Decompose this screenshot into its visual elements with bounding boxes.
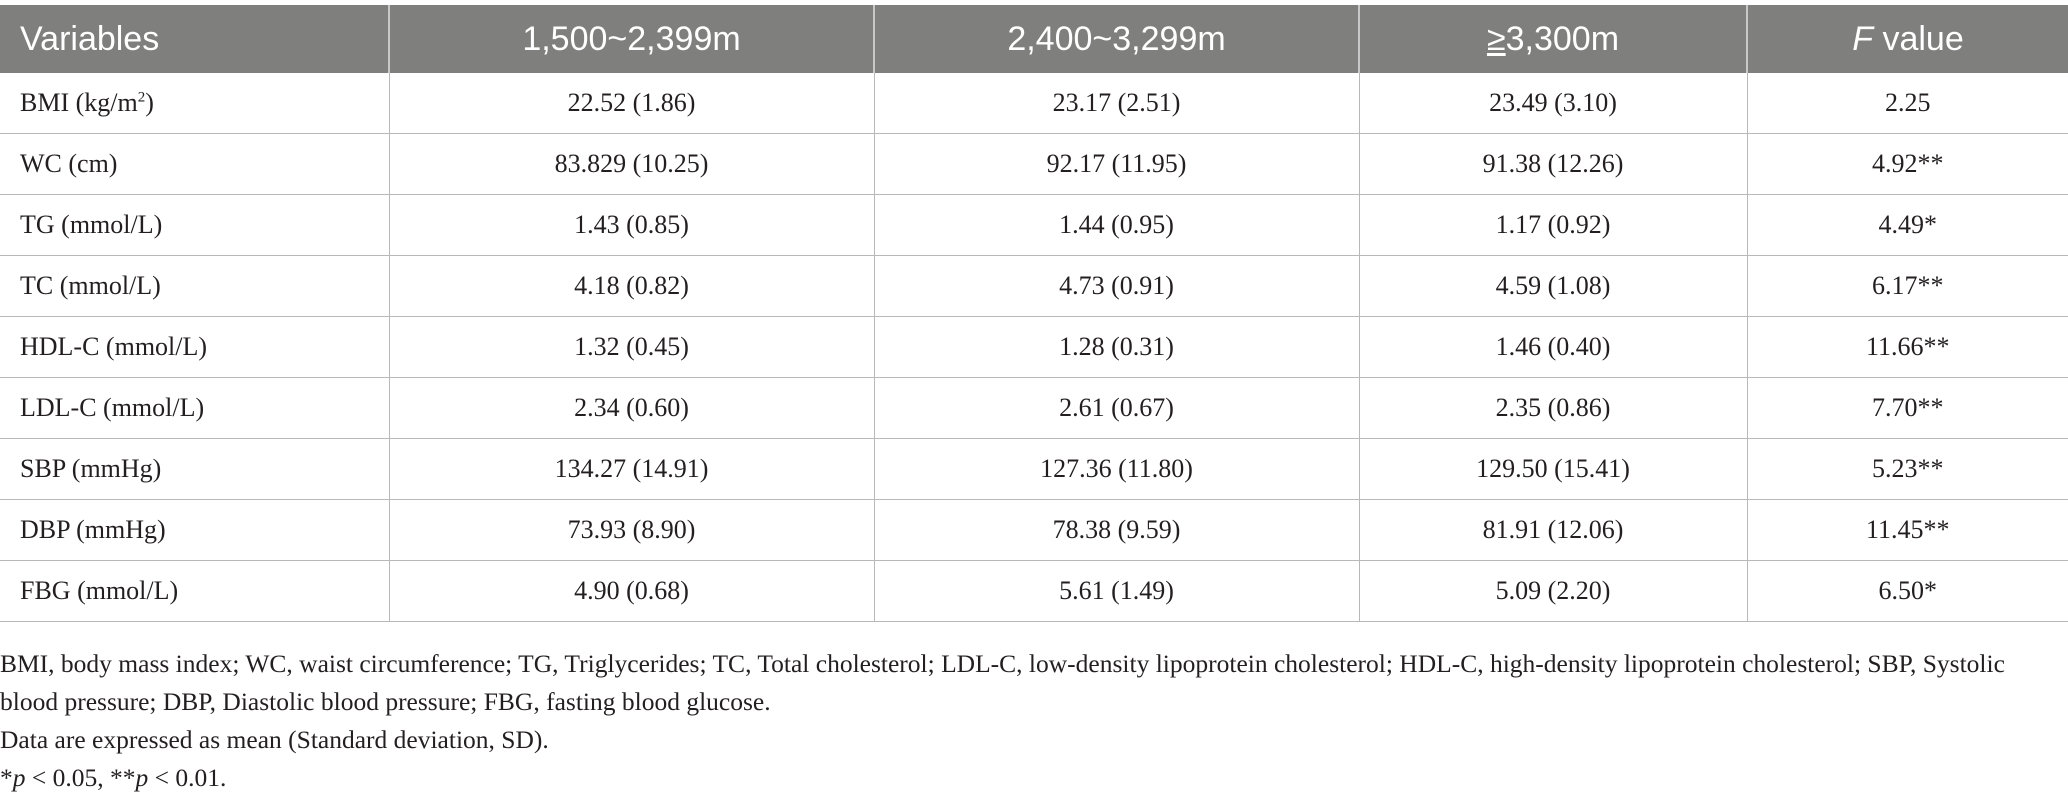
cell-altitude-1500-2399: 1.32 (0.45)	[389, 316, 875, 378]
altitude-comparison-table: Variables 1,500~2,399m 2,400~3,299m ≥3,3…	[0, 5, 2068, 622]
variable-label: DBP (mmHg)	[20, 515, 166, 544]
cell-altitude-1500-2399: 83.829 (10.25)	[389, 133, 875, 195]
cell-altitude-1500-2399: 73.93 (8.90)	[389, 499, 875, 561]
cell-altitude-1500-2399: 4.90 (0.68)	[389, 560, 875, 622]
cell-variable: HDL-C (mmol/L)	[0, 316, 390, 378]
table-row: WC (cm) 83.829 (10.25) 92.17 (11.95) 91.38 …	[0, 133, 2068, 195]
cell-altitude-1500-2399: 1.43 (0.85)	[389, 194, 875, 256]
variable-label: TC (mmol/L)	[20, 271, 161, 300]
cell-altitude-2400-3299: 78.38 (9.59)	[874, 499, 1360, 561]
header-altitude-2400-3299: 2,400~3,299m	[874, 5, 1360, 73]
sig-p-italic-2: p	[135, 763, 149, 792]
sig-star: *	[0, 763, 13, 792]
cell-f-value: 6.50*	[1747, 560, 2068, 622]
cell-altitude-1500-2399: 2.34 (0.60)	[389, 377, 875, 439]
header-f-value: F value	[1747, 5, 2068, 73]
cell-f-value: 7.70**	[1747, 377, 2068, 439]
cell-altitude-3300-plus: 5.09 (2.20)	[1359, 560, 1748, 622]
geq-symbol: ≥	[1486, 19, 1506, 58]
variable-superscript: 2	[137, 89, 146, 106]
variable-label: HDL-C (mmol/L)	[20, 332, 208, 361]
table-row: FBG (mmol/L) 4.90 (0.68) 5.61 (1.49) 5.09 (…	[0, 560, 2068, 622]
cell-altitude-3300-plus: 23.49 (3.10)	[1359, 73, 1748, 134]
cell-altitude-2400-3299: 1.28 (0.31)	[874, 316, 1360, 378]
cell-altitude-3300-plus: 81.91 (12.06)	[1359, 499, 1748, 561]
footnote-data-expression: Data are expressed as mean (Standard dev…	[0, 725, 549, 754]
cell-f-value: 4.49*	[1747, 194, 2068, 256]
cell-altitude-3300-plus: 1.17 (0.92)	[1359, 194, 1748, 256]
cell-altitude-3300-plus: 1.46 (0.40)	[1359, 316, 1748, 378]
cell-altitude-1500-2399: 22.52 (1.86)	[389, 73, 875, 134]
variable-label: BMI (kg/m	[20, 88, 138, 117]
cell-altitude-2400-3299: 4.73 (0.91)	[874, 255, 1360, 317]
variable-label: TG (mmol/L)	[20, 210, 163, 239]
table-row: DBP (mmHg) 73.93 (8.90) 78.38 (9.59) 81.91 …	[0, 499, 2068, 561]
cell-f-value: 4.92**	[1747, 133, 2068, 195]
header-f-letter: F	[1852, 19, 1874, 58]
header-altitude-3300-text: 3,300m	[1505, 19, 1620, 58]
cell-f-value: 11.45**	[1747, 499, 2068, 561]
cell-altitude-2400-3299: 92.17 (11.95)	[874, 133, 1360, 195]
cell-altitude-1500-2399: 134.27 (14.91)	[389, 438, 875, 500]
header-variables: Variables	[0, 5, 390, 73]
header-altitude-3300-plus: ≥3,300m	[1359, 5, 1748, 73]
cell-f-value: 5.23**	[1747, 438, 2068, 500]
table-row: TG (mmol/L) 1.43 (0.85) 1.44 (0.95) 1.17 (0…	[0, 194, 2068, 256]
table-body: BMI (kg/m2) 22.52 (1.86) 23.17 (2.51) 23.49…	[0, 73, 2068, 622]
cell-altitude-2400-3299: 23.17 (2.51)	[874, 73, 1360, 134]
table-row: BMI (kg/m2) 22.52 (1.86) 23.17 (2.51) 23.49…	[0, 73, 2068, 134]
table-row: SBP (mmHg) 134.27 (14.91) 127.36 (11.80) 12…	[0, 438, 2068, 500]
table-header-row: Variables 1,500~2,399m 2,400~3,299m ≥3,3…	[0, 5, 2068, 73]
table-row: LDL-C (mmol/L) 2.34 (0.60) 2.61 (0.67) 2.35…	[0, 377, 2068, 439]
sig-text-1: < 0.05, **	[25, 763, 136, 792]
cell-altitude-3300-plus: 129.50 (15.41)	[1359, 438, 1748, 500]
table-row: TC (mmol/L) 4.18 (0.82) 4.73 (0.91) 4.59 (1…	[0, 255, 2068, 317]
cell-variable: DBP (mmHg)	[0, 499, 390, 561]
cell-altitude-2400-3299: 1.44 (0.95)	[874, 194, 1360, 256]
table-row: HDL-C (mmol/L) 1.32 (0.45) 1.28 (0.31) 1.46…	[0, 316, 2068, 378]
cell-f-value: 11.66**	[1747, 316, 2068, 378]
cell-variable: LDL-C (mmol/L)	[0, 377, 390, 439]
footnote-significance: *p < 0.05, **p < 0.01.	[0, 759, 2060, 797]
cell-altitude-3300-plus: 91.38 (12.26)	[1359, 133, 1748, 195]
cell-altitude-3300-plus: 4.59 (1.08)	[1359, 255, 1748, 317]
cell-altitude-2400-3299: 2.61 (0.67)	[874, 377, 1360, 439]
sig-p-italic-1: p	[12, 763, 26, 792]
cell-f-value: 6.17**	[1747, 255, 2068, 317]
cell-variable: TC (mmol/L)	[0, 255, 390, 317]
cell-variable: SBP (mmHg)	[0, 438, 390, 500]
footnote-abbreviations: BMI, body mass index; WC, waist circumfe…	[0, 649, 2005, 716]
sig-text-2: < 0.01.	[148, 763, 227, 792]
cell-variable: BMI (kg/m2)	[0, 73, 390, 134]
cell-altitude-1500-2399: 4.18 (0.82)	[389, 255, 875, 317]
variable-label: FBG (mmol/L)	[20, 576, 179, 605]
cell-altitude-2400-3299: 5.61 (1.49)	[874, 560, 1360, 622]
variable-label-tail: )	[145, 88, 154, 117]
variable-label: WC (cm)	[20, 149, 118, 178]
cell-variable: TG (mmol/L)	[0, 194, 390, 256]
cell-altitude-3300-plus: 2.35 (0.86)	[1359, 377, 1748, 439]
header-f-value-text: value	[1873, 19, 1964, 58]
header-altitude-1500-2399: 1,500~2,399m	[389, 5, 875, 73]
data-table-container: Variables 1,500~2,399m 2,400~3,299m ≥3,3…	[0, 5, 2068, 622]
variable-label: SBP (mmHg)	[20, 454, 162, 483]
cell-variable: FBG (mmol/L)	[0, 560, 390, 622]
cell-f-value: 2.25	[1747, 73, 2068, 134]
cell-altitude-2400-3299: 127.36 (11.80)	[874, 438, 1360, 500]
variable-label: LDL-C (mmol/L)	[20, 393, 205, 422]
table-footnotes: BMI, body mass index; WC, waist circumfe…	[0, 645, 2060, 797]
cell-variable: WC (cm)	[0, 133, 390, 195]
